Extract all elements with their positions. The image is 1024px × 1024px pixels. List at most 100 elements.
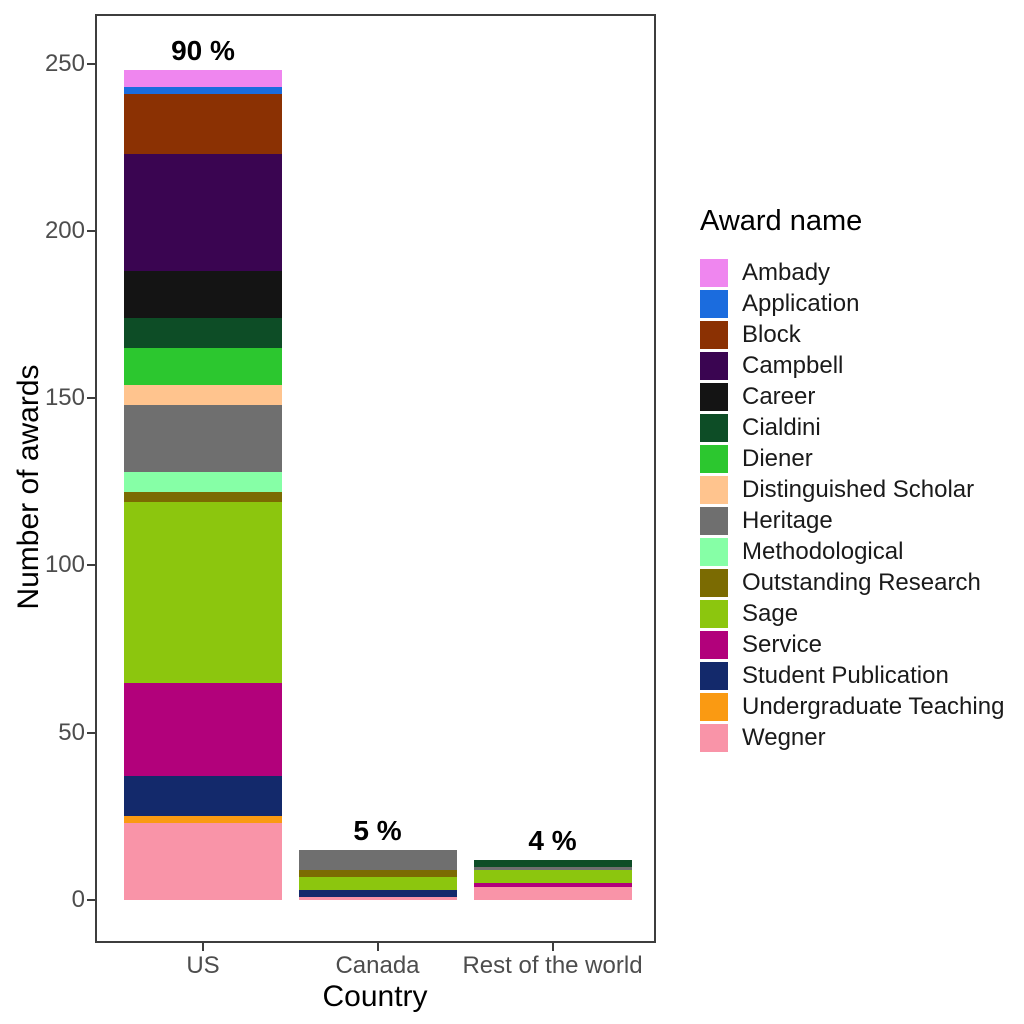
legend-item-label: Distinguished Scholar bbox=[742, 475, 975, 503]
legend-item-label: Heritage bbox=[742, 506, 833, 534]
legend-swatch-diener bbox=[700, 444, 728, 473]
legend-swatch-methodological bbox=[700, 537, 728, 566]
legend-swatch-undergraduate-teaching bbox=[700, 692, 728, 721]
legend-item-application: Application bbox=[700, 288, 1020, 319]
legend-item-ambady: Ambady bbox=[700, 257, 1020, 288]
bar-segment-us-methodological bbox=[124, 471, 282, 492]
bar-segment-us-block bbox=[124, 93, 282, 154]
bar-segment-us-ambady bbox=[124, 70, 282, 87]
legend-swatch-ambady bbox=[700, 258, 728, 287]
legend-swatch-application bbox=[700, 289, 728, 318]
legend-item-undergraduate-teaching: Undergraduate Teaching bbox=[700, 691, 1020, 722]
y-axis-title: Number of awards bbox=[12, 364, 45, 610]
legend-swatch-outstanding-research bbox=[700, 568, 728, 597]
bar-segment-us-career bbox=[124, 270, 282, 318]
legend-item-distinguished-scholar: Distinguished Scholar bbox=[700, 474, 1020, 505]
legend-item-wegner: Wegner bbox=[700, 722, 1020, 753]
bar-segment-us-student-publication bbox=[124, 776, 282, 817]
bar-segment-us-distinguished-scholar bbox=[124, 384, 282, 405]
legend-swatch-career bbox=[700, 382, 728, 411]
legend-item-methodological: Methodological bbox=[700, 536, 1020, 567]
legend-swatch-wegner bbox=[700, 723, 728, 752]
bar-segment-rest-of-the-world-service bbox=[473, 883, 632, 887]
legend-item-campbell: Campbell bbox=[700, 350, 1020, 381]
bar-segment-us-heritage bbox=[124, 404, 282, 472]
legend-item-label: Application bbox=[742, 289, 860, 317]
legend-swatch-service bbox=[700, 630, 728, 659]
bar-segment-us-cialdini bbox=[124, 317, 282, 348]
x-tick-label: Rest of the world bbox=[462, 952, 643, 979]
legend-item-label: Block bbox=[742, 320, 801, 348]
legend-item-label: Wegner bbox=[742, 723, 826, 751]
bar-percent-label-us: 90 % bbox=[171, 35, 235, 67]
legend-item-label: Ambady bbox=[742, 258, 831, 286]
legend-item-heritage: Heritage bbox=[700, 505, 1020, 536]
y-tick-label: 150 bbox=[44, 384, 85, 412]
bar-segment-rest-of-the-world-sage bbox=[473, 869, 632, 884]
bar-segment-us-undergraduate-teaching bbox=[124, 816, 282, 824]
legend-swatch-student-publication bbox=[700, 661, 728, 690]
legend-item-block: Block bbox=[700, 319, 1020, 350]
legend-item-label: Campbell bbox=[742, 351, 844, 379]
bar-segment-canada-heritage bbox=[298, 849, 457, 870]
bar-segment-us-diener bbox=[124, 347, 282, 385]
y-tick-label: 100 bbox=[44, 551, 85, 579]
bar-segment-us-sage bbox=[124, 501, 282, 683]
y-tick-mark bbox=[87, 397, 95, 400]
y-tick-mark bbox=[87, 899, 95, 901]
legend-item-label: Methodological bbox=[742, 537, 904, 565]
legend-item-student-publication: Student Publication bbox=[700, 660, 1020, 691]
bar-segment-us-outstanding-research bbox=[124, 491, 282, 502]
legend-swatch-campbell bbox=[700, 351, 728, 380]
bar-segment-rest-of-the-world-cialdini bbox=[473, 859, 632, 867]
legend-swatch-distinguished-scholar bbox=[700, 475, 728, 504]
bar-segment-us-application bbox=[124, 86, 282, 94]
legend-item-label: Sage bbox=[742, 599, 799, 627]
legend-item-cialdini: Cialdini bbox=[700, 412, 1020, 443]
legend-item-outstanding-research: Outstanding Research bbox=[700, 567, 1020, 598]
legend-swatch-block bbox=[700, 320, 728, 349]
bar-segment-canada-student-publication bbox=[298, 889, 457, 897]
y-tick-mark bbox=[87, 731, 95, 734]
x-tick-mark bbox=[202, 943, 204, 951]
bar-segment-us-wegner bbox=[124, 823, 282, 900]
legend: Award name Ambady Application Block Campbel… bbox=[700, 204, 1020, 753]
legend-item-label: Cialdini bbox=[742, 413, 821, 441]
y-tick-mark bbox=[87, 62, 95, 65]
legend-swatch-heritage bbox=[700, 506, 728, 535]
bar-segment-rest-of-the-world-wegner bbox=[473, 886, 632, 900]
x-tick-label: Canada bbox=[335, 952, 420, 979]
legend-item-label: Outstanding Research bbox=[742, 568, 981, 596]
legend-item-diener: Diener bbox=[700, 443, 1020, 474]
y-tick-label: 250 bbox=[44, 49, 85, 77]
bar-segment-canada-sage bbox=[298, 876, 457, 890]
legend-item-service: Service bbox=[700, 629, 1020, 660]
legend-item-label: Diener bbox=[742, 444, 813, 472]
legend-item-sage: Sage bbox=[700, 598, 1020, 629]
y-tick-label: 50 bbox=[58, 718, 85, 746]
bar-segment-us-service bbox=[124, 682, 282, 777]
bar-segment-canada-wegner bbox=[298, 896, 457, 900]
legend-swatch-cialdini bbox=[700, 413, 728, 442]
y-tick-mark bbox=[87, 564, 95, 567]
legend-items: Ambady Application Block Campbell Career Cial… bbox=[700, 257, 1020, 753]
legend-item-label: Student Publication bbox=[742, 661, 949, 689]
x-axis-title: Country bbox=[322, 980, 428, 1013]
x-tick-label: US bbox=[186, 952, 220, 979]
legend-item-career: Career bbox=[700, 381, 1020, 412]
x-tick-mark bbox=[376, 943, 379, 951]
legend-item-label: Undergraduate Teaching bbox=[742, 692, 1005, 720]
y-tick-label: 0 bbox=[71, 886, 85, 913]
legend-item-label: Career bbox=[742, 382, 816, 410]
legend-swatch-sage bbox=[700, 599, 728, 628]
y-tick-label: 200 bbox=[44, 216, 85, 244]
bar-segment-rest-of-the-world-heritage bbox=[473, 866, 632, 870]
x-tick-mark bbox=[551, 943, 554, 951]
legend-item-label: Service bbox=[742, 630, 823, 658]
y-tick-mark bbox=[87, 229, 95, 232]
bar-percent-label-canada: 5 % bbox=[353, 814, 402, 846]
bar-percent-label-rest-of-the-world: 4 % bbox=[528, 824, 577, 856]
legend-title: Award name bbox=[700, 205, 863, 237]
bar-segment-us-campbell bbox=[124, 153, 282, 271]
